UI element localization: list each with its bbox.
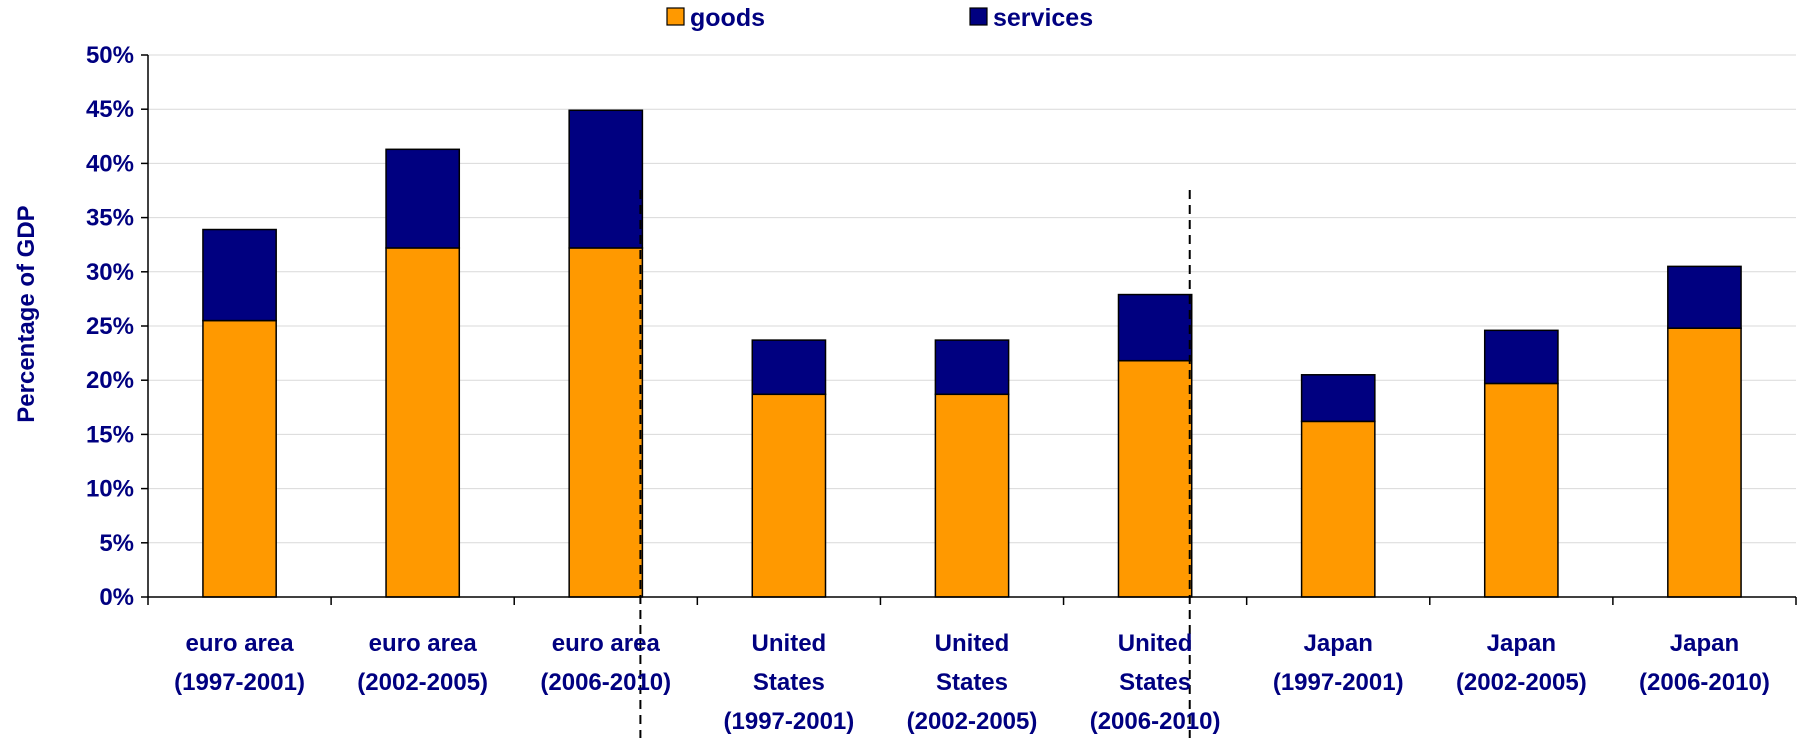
bar-services: [202, 228, 277, 322]
x-category-label: Japan (1997-2001): [1273, 630, 1404, 696]
bar-goods: [1667, 327, 1742, 598]
x-category-label: Japan (2002-2005): [1456, 630, 1587, 696]
bar-services: [1667, 265, 1742, 329]
y-tick-label: 30%: [86, 259, 134, 286]
group-separators: [639, 190, 1191, 738]
bar-goods: [568, 247, 644, 598]
legend-swatch-services: [969, 7, 988, 26]
legend: goods services: [666, 4, 1093, 32]
legend-label-goods: goods: [690, 4, 765, 32]
bar-goods: [1483, 382, 1559, 598]
axes: [141, 54, 1797, 605]
y-tick-label: 35%: [86, 205, 134, 232]
bar-services: [1483, 329, 1559, 385]
x-category-label: United States (2002-2005): [907, 630, 1038, 735]
x-category-label: Japan (2006-2010): [1639, 630, 1770, 696]
x-category-label: euro area (2002-2005): [357, 630, 488, 696]
x-category-label: euro area (1997-2001): [174, 630, 305, 696]
y-tick-label: 40%: [86, 150, 134, 177]
y-tick-label: 45%: [86, 96, 134, 123]
bar-services: [1117, 293, 1193, 362]
y-tick-label: 10%: [86, 476, 134, 503]
bar-services: [934, 339, 1010, 396]
bar-goods: [934, 393, 1010, 598]
bar-services: [385, 148, 461, 249]
bar-goods: [751, 393, 827, 598]
labels: 0% 5% 10% 15% 20% 25% 30% 35% 40% 45% 50% euro area…: [13, 42, 1770, 735]
bar-services: [568, 109, 644, 249]
x-category-label: euro area (2006-2010): [540, 630, 671, 696]
legend-swatch-goods: [666, 7, 685, 26]
legend-label-services: services: [993, 4, 1093, 32]
y-tick-label: 20%: [86, 367, 134, 394]
y-tick-label: 15%: [86, 421, 134, 448]
bar-services: [1300, 374, 1376, 423]
y-tick-label: 0%: [99, 584, 134, 611]
bar-goods: [1117, 359, 1193, 598]
x-category-label: United States (1997-2001): [724, 630, 855, 735]
y-tick-label: 5%: [99, 530, 134, 557]
y-axis-title: Percentage of GDP: [13, 205, 40, 422]
x-category-label: United States (2006-2010): [1090, 630, 1221, 735]
bar-goods: [1300, 420, 1376, 598]
bar-services: [751, 339, 827, 396]
bar-goods: [385, 247, 461, 598]
bar-goods: [202, 319, 277, 598]
bars: [202, 109, 1742, 598]
y-tick-label: 50%: [86, 42, 134, 69]
y-tick-label: 25%: [86, 313, 134, 340]
